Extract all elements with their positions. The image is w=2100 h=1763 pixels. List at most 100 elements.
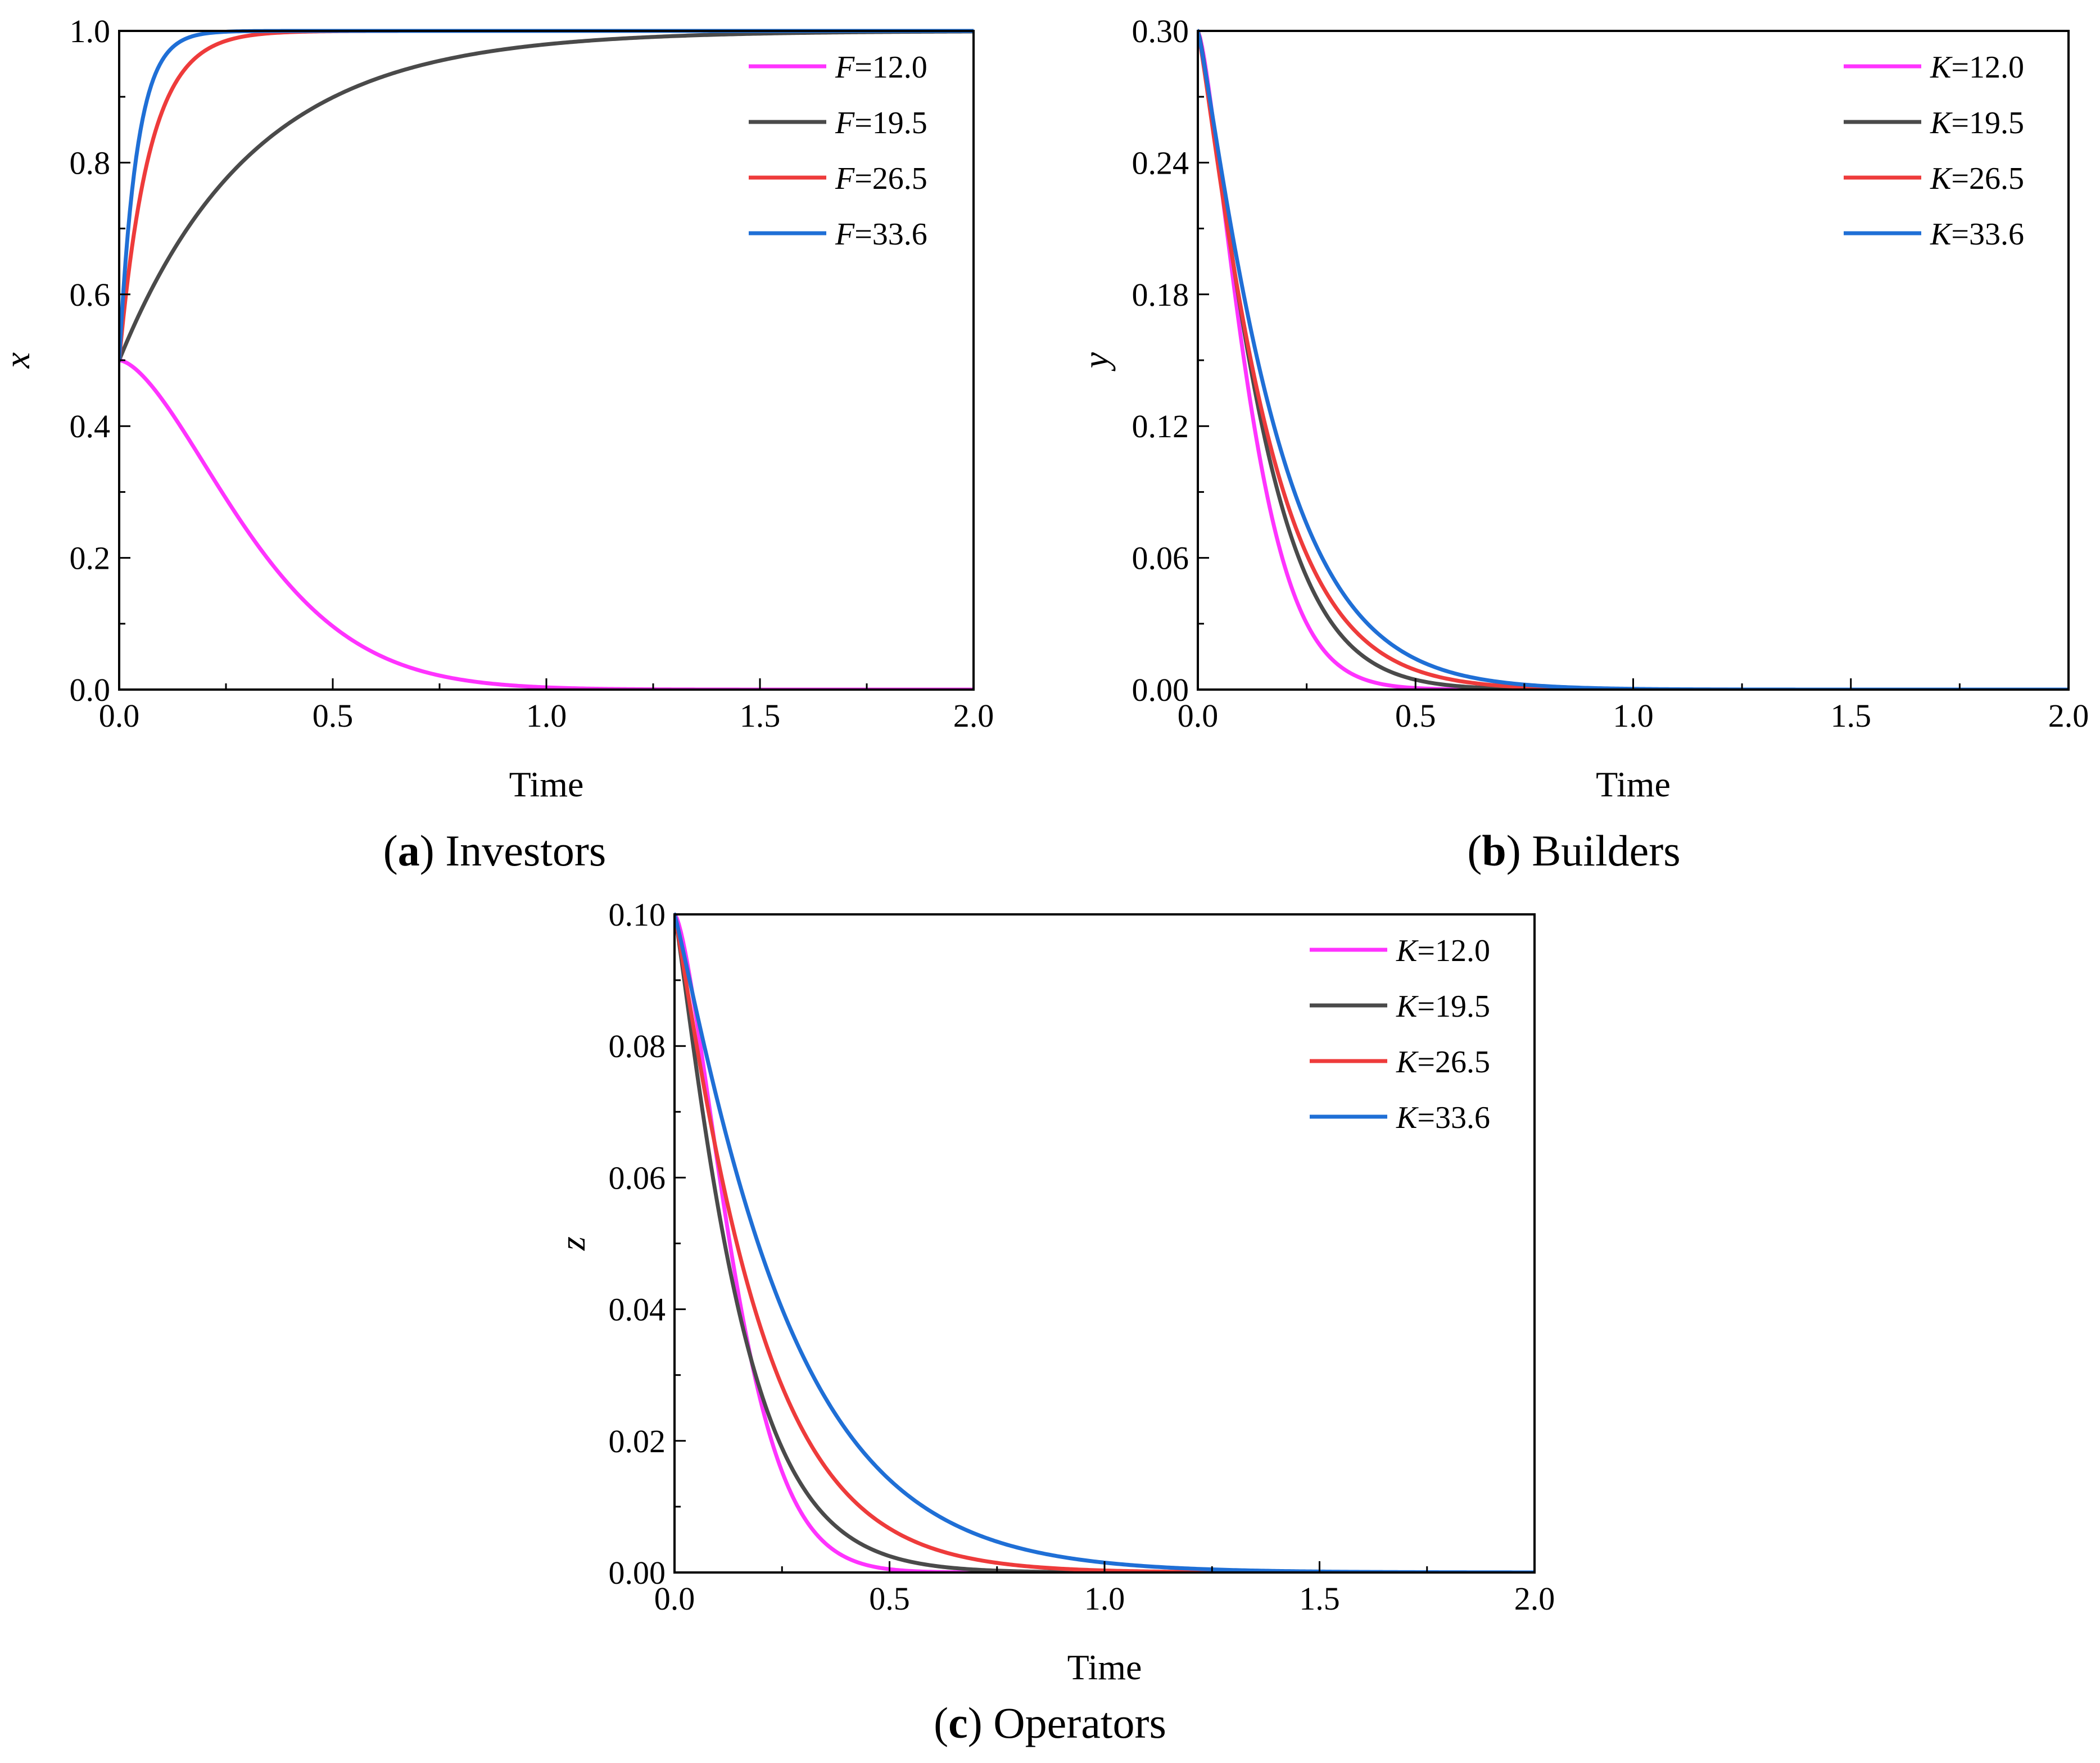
x-tick-label: 2.0 <box>953 697 994 734</box>
x-tick-label: 2.0 <box>1514 1580 1555 1617</box>
legend-param: =33.6 <box>854 217 927 252</box>
legend-var: K <box>1396 933 1419 968</box>
y-tick-label: 0.12 <box>1132 408 1189 445</box>
legend-param: =26.5 <box>1951 161 2024 196</box>
legend-label: F=33.6 <box>835 217 927 252</box>
legend-label: K=19.5 <box>1930 106 2024 141</box>
legend-param: =26.5 <box>1417 1045 1490 1080</box>
legend-var: F <box>835 217 855 252</box>
legend-param: =12.0 <box>1417 933 1490 968</box>
y-tick-label: 0.04 <box>609 1291 666 1328</box>
legend-label: F=12.0 <box>835 50 927 85</box>
caption-letter: c <box>948 1698 968 1747</box>
chart-panel-a: 0.0 0.5 1.0 1.5 2.00.00.20.40.60.81.0TimexF=… <box>0 13 994 875</box>
legend-var: F <box>835 106 855 141</box>
legend-label: F=19.5 <box>835 106 927 141</box>
x-tick-label: 0.0 <box>654 1580 695 1617</box>
legend-label: F=26.5 <box>835 161 927 196</box>
x-tick-label: 1.0 <box>526 697 567 734</box>
x-tick-label: 1.0 <box>1613 697 1654 734</box>
caption-close: ) <box>1506 826 1532 875</box>
legend-param: =33.6 <box>1951 217 2024 252</box>
series-line-F=12.0 <box>119 358 974 690</box>
legend-var: K <box>1930 106 1953 141</box>
chart-panel-c: 0.0 0.5 1.0 1.5 2.0 0.00 0.02 0.04 0.06 0.08 0.10 T… <box>553 896 1555 1747</box>
y-tick-label: 0.08 <box>609 1028 666 1064</box>
legend-param: =19.5 <box>1951 106 2024 141</box>
y-tick-label: 0.30 <box>1132 13 1189 49</box>
x-tick-label: 0.0 <box>1178 697 1219 734</box>
series-line-K=12.0 <box>675 912 1535 1572</box>
legend: K=12.0K=19.5K=26.5K=33.6 <box>1844 50 2024 252</box>
y-tick-label: 0.6 <box>70 277 111 313</box>
legend-label: K=26.5 <box>1930 161 2024 196</box>
chart-panel-b: 0.0 0.5 1.0 1.5 2.0 0.00 0.06 0.12 0.18 0.24 0.30 T… <box>1076 13 2089 875</box>
caption-open: ( <box>934 1698 948 1747</box>
legend-param: =33.6 <box>1417 1100 1490 1135</box>
legend-var: K <box>1396 1045 1419 1080</box>
legend-param: =12.0 <box>1951 50 2024 85</box>
y-tick-label: 0.4 <box>70 408 111 445</box>
legend-var: K <box>1930 50 1953 85</box>
caption-text: Builders <box>1532 826 1680 875</box>
legend-label: K=19.5 <box>1396 989 1490 1024</box>
legend-label: K=33.6 <box>1930 217 2024 252</box>
y-tick-label: 0.02 <box>609 1423 666 1460</box>
y-tick-label: 0.2 <box>70 540 111 577</box>
y-tick-label: 0.06 <box>1132 540 1189 577</box>
legend-label: K=12.0 <box>1396 933 1490 968</box>
x-tick-label: 0.5 <box>1395 697 1436 734</box>
y-tick-label: 1.0 <box>70 13 111 49</box>
caption-text: Operators <box>993 1698 1166 1747</box>
series-line-K=12.0 <box>1198 29 2069 690</box>
y-axis-label: y <box>1076 352 1116 371</box>
x-axis-label: Time <box>1067 1647 1142 1687</box>
legend-param: =12.0 <box>854 50 927 85</box>
y-tick-label: 0.24 <box>1132 144 1189 181</box>
legend-param: =19.5 <box>854 106 927 141</box>
y-tick-label: 0.18 <box>1132 277 1189 313</box>
caption-close: ) <box>420 826 445 875</box>
legend-label: K=33.6 <box>1396 1100 1490 1135</box>
legend-param: =26.5 <box>854 161 927 196</box>
x-tick-label: 1.5 <box>1831 697 1872 734</box>
caption-letter: a <box>398 826 420 875</box>
y-tick-label: 0.06 <box>609 1159 666 1196</box>
x-tick-label: 2.0 <box>2048 697 2089 734</box>
legend-var: K <box>1396 989 1419 1024</box>
x-axis-label: Time <box>509 764 584 804</box>
legend-var: K <box>1930 161 1953 196</box>
legend-param: =19.5 <box>1417 989 1490 1024</box>
legend: K=12.0K=19.5K=26.5K=33.6 <box>1310 933 1490 1135</box>
y-tick-label: 0.00 <box>1132 672 1189 708</box>
legend-var: F <box>835 161 855 196</box>
legend-var: K <box>1930 217 1953 252</box>
y-tick-label: 0.0 <box>70 672 111 708</box>
panel-caption: (a) Investors <box>383 826 606 875</box>
panel-caption: (b) Builders <box>1467 826 1680 875</box>
caption-open: ( <box>383 826 398 875</box>
y-axis-label: z <box>553 1236 592 1251</box>
x-tick-label: 1.5 <box>740 697 781 734</box>
caption-close: ) <box>968 1698 993 1747</box>
y-axis-label: x <box>0 352 37 369</box>
x-tick-label: 1.0 <box>1084 1580 1125 1617</box>
caption-open: ( <box>1467 826 1482 875</box>
legend-label: K=12.0 <box>1930 50 2024 85</box>
y-tick-label: 0.10 <box>609 896 666 933</box>
legend-var: K <box>1396 1100 1419 1135</box>
x-tick-label: 0.0 <box>99 697 140 734</box>
legend: F=12.0F=19.5F=26.5F=33.6 <box>749 50 927 252</box>
caption-text: Investors <box>445 826 606 875</box>
y-tick-label: 0.8 <box>70 144 111 181</box>
legend-label: K=26.5 <box>1396 1045 1490 1080</box>
y-tick-label: 0.00 <box>609 1554 666 1591</box>
x-tick-label: 0.5 <box>869 1580 910 1617</box>
legend-var: F <box>835 50 855 85</box>
caption-letter: b <box>1482 826 1506 875</box>
x-axis-label: Time <box>1596 764 1671 804</box>
panel-caption: (c) Operators <box>934 1698 1166 1747</box>
x-tick-label: 0.5 <box>313 697 354 734</box>
